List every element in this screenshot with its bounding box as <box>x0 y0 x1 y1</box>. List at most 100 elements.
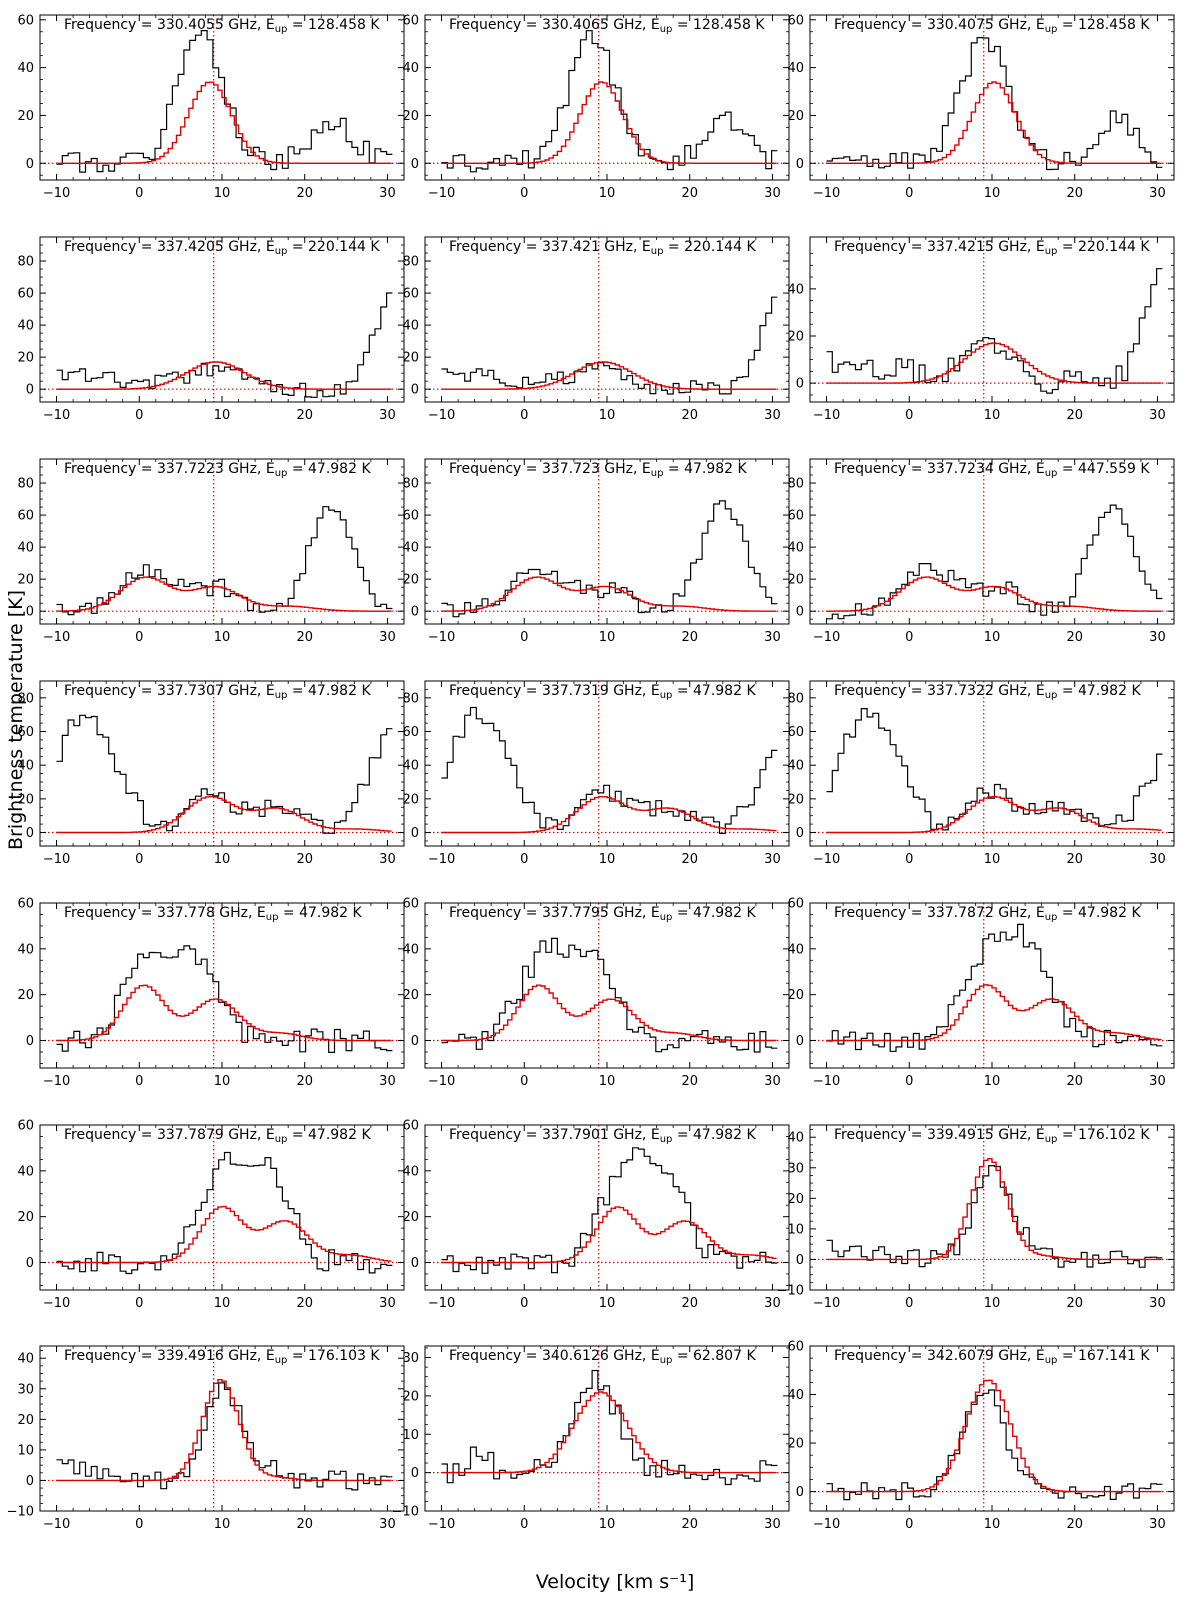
y-tick-label: 0 <box>26 826 34 841</box>
x-tick-label: 0 <box>905 630 913 645</box>
y-tick-label: 0 <box>796 157 804 172</box>
label-text: Frequency = 337.4215 GHz, E <box>834 239 1045 255</box>
y-tick-label: 60 <box>17 13 34 28</box>
y-tick-label: 40 <box>17 61 34 76</box>
y-tick-label: 20 <box>17 792 34 807</box>
plot-area <box>425 903 789 1068</box>
y-tick-label: 40 <box>402 319 419 334</box>
x-tick-label: 20 <box>1066 408 1083 423</box>
x-tick-label: 20 <box>1066 1517 1083 1532</box>
y-tick-label: 40 <box>787 282 804 297</box>
observed-spectrum-line <box>826 1389 1163 1501</box>
label-text: Frequency = 337.7879 GHz, E <box>64 1127 275 1143</box>
plot-area <box>425 459 789 624</box>
x-tick-label: 30 <box>764 852 781 867</box>
x-tick-label: 10 <box>984 630 1001 645</box>
y-tick-label: 40 <box>17 1352 34 1367</box>
y-tick-label: 60 <box>402 509 419 524</box>
model-spectrum-line <box>826 81 1162 164</box>
y-tick-label: −10 <box>392 1505 419 1520</box>
y-tick-label: 0 <box>796 1253 804 1268</box>
y-tick-label: 40 <box>787 61 804 76</box>
x-tick-label: 20 <box>1066 1074 1083 1089</box>
label-text: Frequency = 337.723 GHz, E <box>449 461 651 477</box>
y-tick-label: 20 <box>787 109 804 124</box>
y-tick-label: 60 <box>787 1340 804 1355</box>
label-subscript: up <box>1045 912 1058 923</box>
y-tick-label: 40 <box>787 1388 804 1403</box>
observed-spectrum-line <box>826 923 1163 1052</box>
plot-area <box>810 237 1174 402</box>
x-tick-label: 30 <box>379 1296 396 1311</box>
spectrum-panel-12: −10 0 10 20 30 0 20 40 60 80 Frequency = 337.7322 … <box>787 680 1175 867</box>
x-tick-label: 10 <box>984 1074 1001 1089</box>
x-tick-label: −10 <box>813 186 840 201</box>
panels-grid: −10 0 10 20 30 0 20 40 60 Frequency = 330.4055 GH… <box>7 13 1175 1532</box>
y-tick-label: −10 <box>7 1505 34 1520</box>
y-tick-label: 20 <box>17 1413 34 1428</box>
label-text: = 47.982 K <box>663 461 747 477</box>
x-tick-label: 0 <box>905 186 913 201</box>
label-subscript: up <box>266 912 279 923</box>
y-tick-label: 20 <box>787 988 804 1003</box>
x-tick-label: −10 <box>43 186 70 201</box>
y-tick-label: 20 <box>17 351 34 366</box>
y-tick-label: 60 <box>402 287 419 302</box>
y-tick-label: 0 <box>26 1474 34 1489</box>
axes-frame <box>424 14 790 181</box>
x-tick-label: 30 <box>1149 630 1166 645</box>
observed-spectrum-line <box>56 292 393 398</box>
label-text: Frequency = 337.4205 GHz, E <box>64 239 275 255</box>
y-tick-label: 20 <box>17 573 34 588</box>
spectrum-panel-9: −10 0 10 20 30 0 20 40 60 80 Frequency = 337.7234 … <box>787 458 1175 645</box>
x-tick-label: 0 <box>520 852 528 867</box>
panel-label: Frequency = 337.7319 GHz, Eup = 47.982 K <box>449 683 756 701</box>
x-tick-label: 10 <box>599 1296 616 1311</box>
y-tick-label: 80 <box>787 691 804 706</box>
x-tick-label: −10 <box>43 630 70 645</box>
y-tick-label: 20 <box>787 330 804 345</box>
x-tick-label: 20 <box>681 408 698 423</box>
y-tick-label: 40 <box>402 942 419 957</box>
observed-spectrum-line <box>441 1147 778 1274</box>
y-tick-label: 60 <box>17 1119 34 1134</box>
y-axis-label: Brightness temperature [K] <box>5 590 27 850</box>
label-subscript: up <box>660 690 673 701</box>
spectrum-panel-5: −10 0 10 20 30 0 20 40 60 80 Frequency = 337.421 G… <box>402 236 790 423</box>
label-text: = 47.982 K <box>287 1127 371 1143</box>
model-spectrum-line <box>826 576 1162 612</box>
y-tick-label: 60 <box>402 897 419 912</box>
panel-label: Frequency = 337.4205 GHz, Eup = 220.144 … <box>64 239 380 257</box>
model-spectrum-line <box>441 1206 777 1264</box>
y-tick-label: 60 <box>787 509 804 524</box>
panel-label: Frequency = 339.4916 GHz, Eup = 176.103 … <box>64 1348 380 1366</box>
plot-area <box>425 681 789 846</box>
x-tick-label: −10 <box>428 1074 455 1089</box>
x-tick-label: 0 <box>905 1517 913 1532</box>
observed-spectrum-line <box>441 1369 778 1486</box>
y-tick-label: 20 <box>787 1192 804 1207</box>
x-tick-label: 10 <box>984 1517 1001 1532</box>
panel-label: Frequency = 337.421 GHz, Eup = 220.144 K <box>449 239 756 257</box>
axes-frame <box>39 458 405 625</box>
label-subscript: up <box>660 1134 673 1145</box>
x-tick-label: 0 <box>135 1517 143 1532</box>
y-tick-label: 60 <box>787 725 804 740</box>
plot-area <box>40 1125 404 1290</box>
axes-frame <box>424 236 790 403</box>
label-text: Frequency = 330.4075 GHz, E <box>834 17 1045 33</box>
panel-label: Frequency = 337.7234 GHz, Eup = 447.559 … <box>834 461 1150 479</box>
y-tick-label: 40 <box>787 942 804 957</box>
panel-label: Frequency = 337.7879 GHz, Eup = 47.982 K <box>64 1127 371 1145</box>
y-tick-label: −10 <box>777 1284 804 1299</box>
x-tick-label: 10 <box>599 408 616 423</box>
label-subscript: up <box>275 690 288 701</box>
label-text: Frequency = 337.7322 GHz, E <box>834 683 1045 699</box>
y-tick-label: 0 <box>411 1034 419 1049</box>
panel-label: Frequency = 342.6079 GHz, Eup = 167.141 … <box>834 1348 1150 1366</box>
spectrum-panel-17: −10 0 10 20 30 0 20 40 60 Frequency = 337.7901 GH… <box>402 1119 790 1311</box>
label-text: = 47.982 K <box>287 461 371 477</box>
spectrum-panel-10: −10 0 10 20 30 0 20 40 60 80 Frequency = 337.7307 … <box>17 680 405 867</box>
label-text: = 220.144 K <box>287 239 380 255</box>
y-tick-label: 60 <box>402 725 419 740</box>
